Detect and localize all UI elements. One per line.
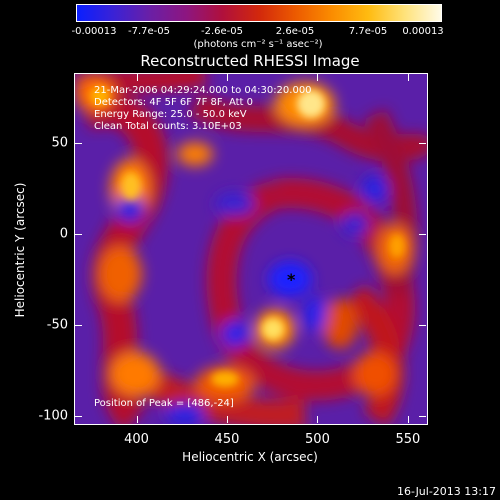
y-tick-mark (75, 415, 82, 417)
colorbar-tick-label: 0.00013 (402, 26, 444, 37)
x-tick-label: 400 (124, 432, 149, 447)
colorbar-tick-label: -7.7e-05 (128, 26, 170, 37)
annotation-line: Detectors: 4F 5F 6F 7F 8F, Att 0 (94, 97, 254, 108)
x-tick-label: 450 (214, 432, 240, 447)
y-tick-label: -100 (38, 408, 68, 424)
colorbar-tick-label: -2.6e-05 (201, 26, 243, 37)
y-tick-mark (75, 233, 82, 235)
annotation-line: 21-Mar-2006 04:29:24.000 to 04:30:20.000 (94, 85, 312, 96)
x-tick-mark (136, 74, 138, 81)
x-tick-mark (226, 74, 228, 81)
y-tick-mark (419, 233, 426, 235)
y-tick-label: 50 (51, 135, 68, 151)
x-tick-mark (317, 416, 319, 423)
x-tick-mark (136, 416, 138, 423)
x-axis-label: Heliocentric X (arcsec) (182, 450, 318, 464)
colorbar-tick-label: -0.00013 (71, 26, 117, 37)
x-tick-mark (407, 416, 409, 423)
peak-marker: * (287, 270, 296, 289)
y-tick-mark (75, 324, 82, 326)
x-tick-mark (317, 74, 319, 81)
x-tick-mark (226, 416, 228, 423)
y-tick-mark (419, 415, 426, 417)
y-tick-mark (419, 324, 426, 326)
x-tick-mark (407, 74, 409, 81)
annotation-line: Energy Range: 25.0 - 50.0 keV (94, 109, 247, 120)
y-tick-label: 0 (59, 226, 68, 242)
rhessi-image (75, 74, 427, 424)
colorbar (76, 4, 442, 22)
x-tick-label: 550 (395, 432, 421, 447)
timestamp: 16-Jul-2013 13:17 (396, 485, 496, 498)
image-plot-area[interactable]: * (74, 73, 428, 425)
colorbar-tick-label: 7.7e-05 (348, 26, 388, 37)
annotation-line: Clean Total counts: 3.10E+03 (94, 121, 242, 132)
colorbar-tick-label: 2.6e-05 (275, 26, 315, 37)
x-tick-label: 500 (305, 432, 330, 447)
y-tick-label: -50 (46, 317, 68, 333)
colorbar-units: (photons cm⁻² s⁻¹ asec⁻²) (193, 39, 323, 50)
y-tick-mark (75, 143, 82, 145)
y-axis-label: Heliocentric Y (arcsec) (13, 182, 27, 318)
peak-position-label: Position of Peak = [486,-24] (94, 398, 234, 409)
y-tick-mark (419, 143, 426, 145)
plot-title: Reconstructed RHESSI Image (140, 52, 360, 70)
